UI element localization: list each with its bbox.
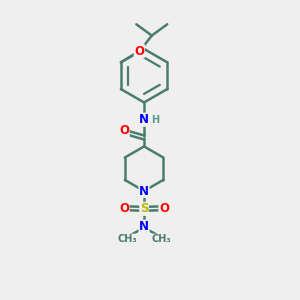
Text: O: O (119, 202, 129, 215)
Text: N: N (139, 113, 148, 126)
Text: H: H (151, 115, 159, 125)
Text: N: N (139, 184, 149, 197)
Text: O: O (159, 202, 169, 215)
Text: O: O (119, 124, 129, 137)
Text: N: N (139, 220, 149, 233)
Text: O: O (134, 44, 144, 58)
Text: S: S (140, 202, 148, 215)
Text: CH₃: CH₃ (117, 234, 136, 244)
Text: CH₃: CH₃ (152, 234, 171, 244)
